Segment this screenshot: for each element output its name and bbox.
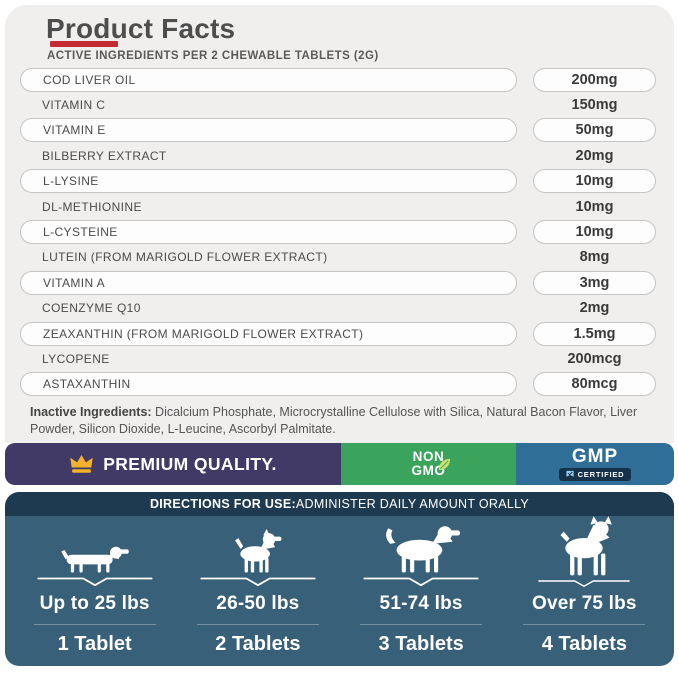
ingredient-name: L-LYSINE — [20, 169, 517, 194]
certified-check-icon — [566, 470, 574, 477]
page-title: Product Facts — [46, 13, 236, 44]
product-facts-card: Product Facts ACTIVE INGREDIENTS PER 2 C… — [5, 5, 674, 443]
ingredient-amount: 80mcg — [533, 372, 656, 397]
ingredient-name: L-CYSTEINE — [20, 220, 517, 245]
dosage-column-large: 51-74 lbs 3 Tablets — [340, 516, 503, 666]
premium-quality-label: PREMIUM QUALITY. — [103, 453, 277, 474]
column-divider — [360, 624, 483, 625]
ingredient-amount: 150mg — [571, 97, 618, 114]
ingredient-row: LYCOPENE 200mcg — [20, 346, 665, 371]
ingredient-row: DL-METHIONINE 10mg — [20, 194, 665, 219]
bracket-line — [200, 578, 316, 587]
weight-range-label: 51-74 lbs — [379, 593, 463, 615]
weight-range-label: Up to 25 lbs — [39, 593, 150, 615]
non-gmo-line2: GMO — [411, 463, 446, 478]
ingredient-name: VITAMIN C — [42, 98, 106, 113]
ingredient-row: ZEAXANTHIN (FROM MARIGOLD FLOWER EXTRACT… — [20, 321, 665, 346]
inactive-ingredients-text: Dicalcium Phosphate, Microcrystalline Ce… — [30, 405, 638, 436]
title-accent-underline — [50, 41, 118, 47]
ingredient-amount: 200mcg — [567, 350, 622, 367]
ingredient-amount: 10mg — [575, 198, 614, 215]
non-gmo-badge: NON GMO — [341, 443, 516, 485]
column-divider — [523, 624, 646, 625]
dose-label: 4 Tablets — [541, 633, 627, 655]
premium-quality-badge: PREMIUM QUALITY. — [5, 443, 341, 485]
ingredient-amount: 20mg — [575, 147, 614, 164]
ingredient-name: LUTEIN (FROM MARIGOLD FLOWER EXTRACT) — [42, 250, 328, 265]
dose-label: 2 Tablets — [215, 633, 301, 655]
ingredient-amount: 8mg — [579, 249, 610, 266]
ingredient-row: VITAMIN C 150mg — [20, 92, 665, 117]
large-dog-icon — [560, 516, 613, 576]
ingredient-row: L-LYSINE 10mg — [20, 169, 665, 194]
ingredient-name: LYCOPENE — [42, 351, 110, 366]
gmp-certified-label: CERTIFIED — [577, 470, 625, 479]
ingredient-name: VITAMIN A — [20, 270, 517, 295]
ingredient-row: VITAMIN A 3mg — [20, 270, 665, 295]
ingredient-row: VITAMIN E 50mg — [20, 118, 665, 143]
gmp-badge: GMP CERTIFIED — [516, 443, 674, 485]
small-dog-icon — [234, 529, 282, 573]
gmp-label: GMP — [571, 446, 619, 467]
weight-range-label: 26-50 lbs — [216, 593, 300, 615]
bracket-line — [363, 578, 479, 587]
ingredient-name: COENZYME Q10 — [42, 301, 141, 316]
ingredient-name: VITAMIN E — [20, 118, 517, 143]
dosage-column-small: Up to 25 lbs 1 Tablet — [13, 516, 176, 666]
ingredient-amount: 1.5mg — [533, 321, 656, 346]
ingredient-row: L-CYSTEINE 10mg — [20, 219, 665, 245]
ingredient-name: ZEAXANTHIN (FROM MARIGOLD FLOWER EXTRACT… — [20, 321, 517, 346]
ingredient-amount: 3mg — [533, 270, 656, 295]
non-gmo-text: NON GMO — [411, 449, 450, 478]
dose-label: 3 Tablets — [378, 633, 464, 655]
ingredient-amount: 10mg — [533, 220, 656, 245]
ingredient-row: COD LIVER OIL 200mg — [20, 67, 665, 92]
ingredient-row: LUTEIN (FROM MARIGOLD FLOWER EXTRACT) 8m… — [20, 245, 665, 270]
ingredient-row: BILBERRY EXTRACT 20mg — [20, 143, 665, 168]
directions-section: DIRECTIONS FOR USE: ADMINISTER DAILY AMO… — [5, 492, 674, 666]
ingredient-amount: 2mg — [579, 300, 610, 317]
crown-icon — [70, 455, 93, 473]
directions-heading-rest: ADMINISTER DAILY AMOUNT ORALLY — [295, 497, 530, 511]
badge-row: PREMIUM QUALITY. NON GMO GMP CERTIFIED — [5, 443, 674, 485]
directions-heading-bold: DIRECTIONS FOR USE: — [149, 497, 296, 511]
ingredient-amount: 10mg — [533, 169, 656, 194]
ingredient-amount: 50mg — [533, 118, 656, 143]
leaf-icon — [438, 458, 450, 471]
dachshund-dog-icon — [60, 547, 129, 573]
medium-dog-icon — [386, 526, 461, 573]
weight-range-label: Over 75 lbs — [532, 593, 637, 615]
dosage-chart: Up to 25 lbs 1 Tablet — [5, 516, 674, 666]
ingredient-table: COD LIVER OIL 200mg VITAMIN C 150mg VITA… — [20, 67, 665, 397]
ingredient-row: ASTAXANTHIN 80mcg — [20, 372, 665, 397]
dosage-column-xlarge: Over 75 lbs 4 Tablets — [503, 516, 666, 666]
dose-label: 1 Tablet — [57, 633, 132, 655]
column-divider — [33, 624, 156, 625]
active-ingredients-heading: ACTIVE INGREDIENTS PER 2 CHEWABLE TABLET… — [47, 50, 379, 62]
dosage-column-medium: 26-50 lbs 2 Tablets — [176, 516, 339, 666]
ingredient-amount: 200mg — [533, 67, 656, 92]
bracket-line — [538, 580, 631, 588]
directions-heading: DIRECTIONS FOR USE: ADMINISTER DAILY AMO… — [5, 492, 674, 516]
inactive-ingredients-label: Inactive Ingredients: — [30, 405, 152, 419]
ingredient-name: COD LIVER OIL — [20, 67, 517, 92]
column-divider — [196, 624, 319, 625]
ingredient-name: DL-METHIONINE — [42, 199, 142, 214]
ingredient-name: BILBERRY EXTRACT — [42, 148, 167, 163]
bracket-line — [37, 578, 153, 587]
ingredient-row: COENZYME Q10 2mg — [20, 296, 665, 321]
ingredient-name: ASTAXANTHIN — [20, 372, 517, 397]
non-gmo-line1: NON — [412, 449, 445, 465]
gmp-certified-chip: CERTIFIED — [558, 468, 632, 481]
inactive-ingredients: Inactive Ingredients: Dicalcium Phosphat… — [30, 404, 662, 437]
